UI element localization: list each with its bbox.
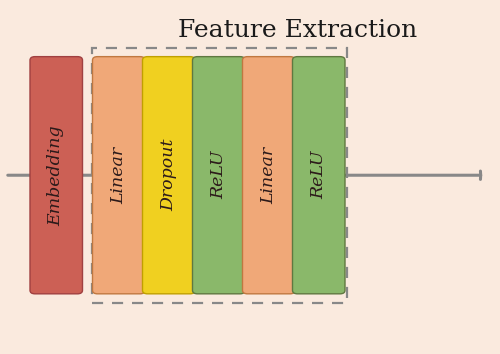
FancyBboxPatch shape bbox=[30, 57, 82, 294]
FancyBboxPatch shape bbox=[242, 57, 295, 294]
Text: ReLU: ReLU bbox=[210, 151, 227, 200]
FancyBboxPatch shape bbox=[142, 57, 195, 294]
Text: ReLU: ReLU bbox=[310, 151, 327, 200]
FancyBboxPatch shape bbox=[192, 57, 245, 294]
Text: Linear: Linear bbox=[110, 147, 128, 204]
FancyBboxPatch shape bbox=[292, 57, 345, 294]
Text: Dropout: Dropout bbox=[160, 139, 177, 211]
Text: Linear: Linear bbox=[260, 147, 277, 204]
FancyBboxPatch shape bbox=[92, 57, 145, 294]
Text: Feature Extraction: Feature Extraction bbox=[178, 19, 417, 41]
Text: Embedding: Embedding bbox=[48, 125, 65, 225]
